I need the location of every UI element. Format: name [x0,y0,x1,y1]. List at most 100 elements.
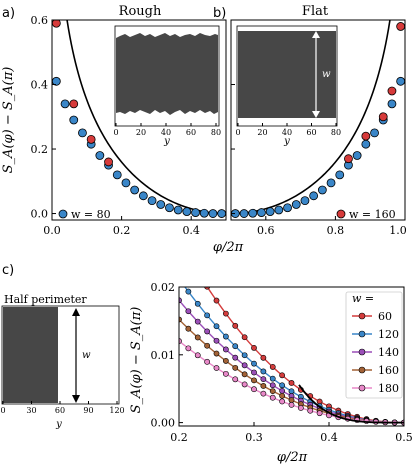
legend-a: w = 80 [58,208,111,221]
panel-c-xtick-label: 0.4 [320,431,338,444]
panel-c-point [279,382,286,389]
panel-c-point [279,392,286,399]
inset-rough-region [116,33,218,115]
panel-a: Rough 0.0 0.2 0.40.00.20.40.6 0 20 40 60 80 y … [31,4,227,237]
legend-c-title: w = [352,292,374,305]
inset-flat-xtick-label: 20 [257,128,267,137]
panel-c-point [204,342,211,349]
panel-c-point [222,346,229,353]
panel-c-point [222,333,229,340]
panel-a-ylabel: S_A(φ) − S_A(π) [1,67,16,174]
panel-c-point [194,334,201,341]
panel-c-point [241,334,248,341]
panel-b-xtick-label: 0.8 [327,224,345,237]
panel-b-point [326,178,336,188]
panel-a-point [173,205,183,215]
panel-a-point [130,185,140,195]
panel-b-title: Flat [302,4,329,19]
panel-c-xtick-label: 0.3 [245,431,263,444]
panel-c-point [232,376,239,383]
inset-rough-xtick-label: 20 [136,128,146,137]
inset-rough-xtick-label: 60 [186,128,196,137]
inset-half-xlabel: y [55,419,62,430]
panel-c: 0.2 0.3 0.4 0.5 0.00 0.01 0.02 S_A(φ) − S_A(π)… [129,238,413,465]
panel-c-point [179,338,182,344]
panel-b-point [387,99,397,109]
panel-c-point [279,398,286,405]
panel-c-point [222,370,229,377]
panel-c-point [297,405,304,411]
panel-c-point [241,381,248,388]
inset-flat-wlabel: w [322,69,331,80]
panel-c-point [279,387,286,394]
legend-a-label: w = 80 [71,208,111,221]
panel-c-point [232,364,239,371]
inset-flat: w 0 20 40 60 80 y [235,25,341,147]
legend-b-label: w = 160 [349,208,396,221]
inset-flat-arrowhead-bottom [312,111,320,118]
inset-half-title: Half perimeter [4,293,87,306]
panel-c-axes [178,286,405,427]
panel-c-point [251,360,257,367]
panel-c-point [176,276,181,281]
legend-c-label: 180 [378,382,399,395]
inset-half-arrowhead-top [72,308,80,316]
inset-flat-region [238,31,336,118]
inset-flat-xlabel: y [283,136,290,147]
panel-b-point [361,139,371,149]
panel-b: Flat 0.6 0.8 1.0 w 0 20 40 60 80 y w = 160 [230,4,407,237]
panel-a-ytick-label: 0.0 [31,208,49,221]
panel-c-point [251,377,257,384]
panel-c-point [185,288,192,295]
panel-label-c: c) [2,263,14,278]
panel-b-point [265,207,275,217]
panel-c-point [269,375,276,382]
panel-c-point [260,376,267,383]
panel-b-point [361,131,371,141]
panel-c-point [176,238,181,243]
inset-flat-xtick-label: 0 [235,128,240,137]
panel-c-point [269,394,276,401]
panel-c-point [269,382,276,389]
legend-c-label: 60 [378,310,392,323]
panel-c-xtick-label: 0.5 [395,431,413,444]
panel-a-point [138,191,148,201]
panel-b-point [248,208,258,218]
inset-rough: 0 20 40 60 80 y [113,25,221,147]
panel-c-point [241,352,248,359]
panel-a-title: Rough [119,4,162,19]
panel-b-point [352,151,362,160]
legend-c-marker [358,348,366,356]
inset-flat-xtick-label: 40 [282,128,292,137]
panel-c-point [288,401,295,408]
panel-c-point [213,337,220,344]
panel-a-ytick-label: 0.4 [31,79,49,92]
panel-label-b: b) [213,6,226,21]
panel-c-point [316,410,323,417]
panel-c-point [194,300,201,307]
panel-c-point [213,297,220,304]
inset-rough-xtick-label: 0 [113,128,118,137]
panel-ab-xlabel: φ/2π [213,240,244,255]
panel-a-point [156,200,166,209]
panel-c-point [251,369,257,376]
panel-c-point [260,354,267,361]
panel-b-point [291,200,301,209]
panel-b-point [378,112,388,122]
panel-a-point [147,196,157,206]
panel-c-point [241,371,248,378]
panel-c-point [204,328,211,335]
panel-c-point [185,308,192,315]
panel-c-ytick-label: 0.00 [151,417,176,430]
panel-c-xtick-label: 0.2 [170,431,188,444]
panel-c-point [269,388,276,395]
inset-half-wlabel: w [82,350,91,361]
legend-a-marker [58,209,68,219]
legend-c-marker [358,330,366,338]
panel-a-xtick-label: 0.2 [113,224,131,237]
inset-half-perimeter: Half perimeter w 0 30 60 90 120 y [0,293,124,430]
panel-a-xtick-label: 0.0 [43,224,61,237]
inset-half-xtick-label: 0 [0,406,5,415]
panel-a-point [104,157,113,167]
panel-a-axes [51,19,227,221]
